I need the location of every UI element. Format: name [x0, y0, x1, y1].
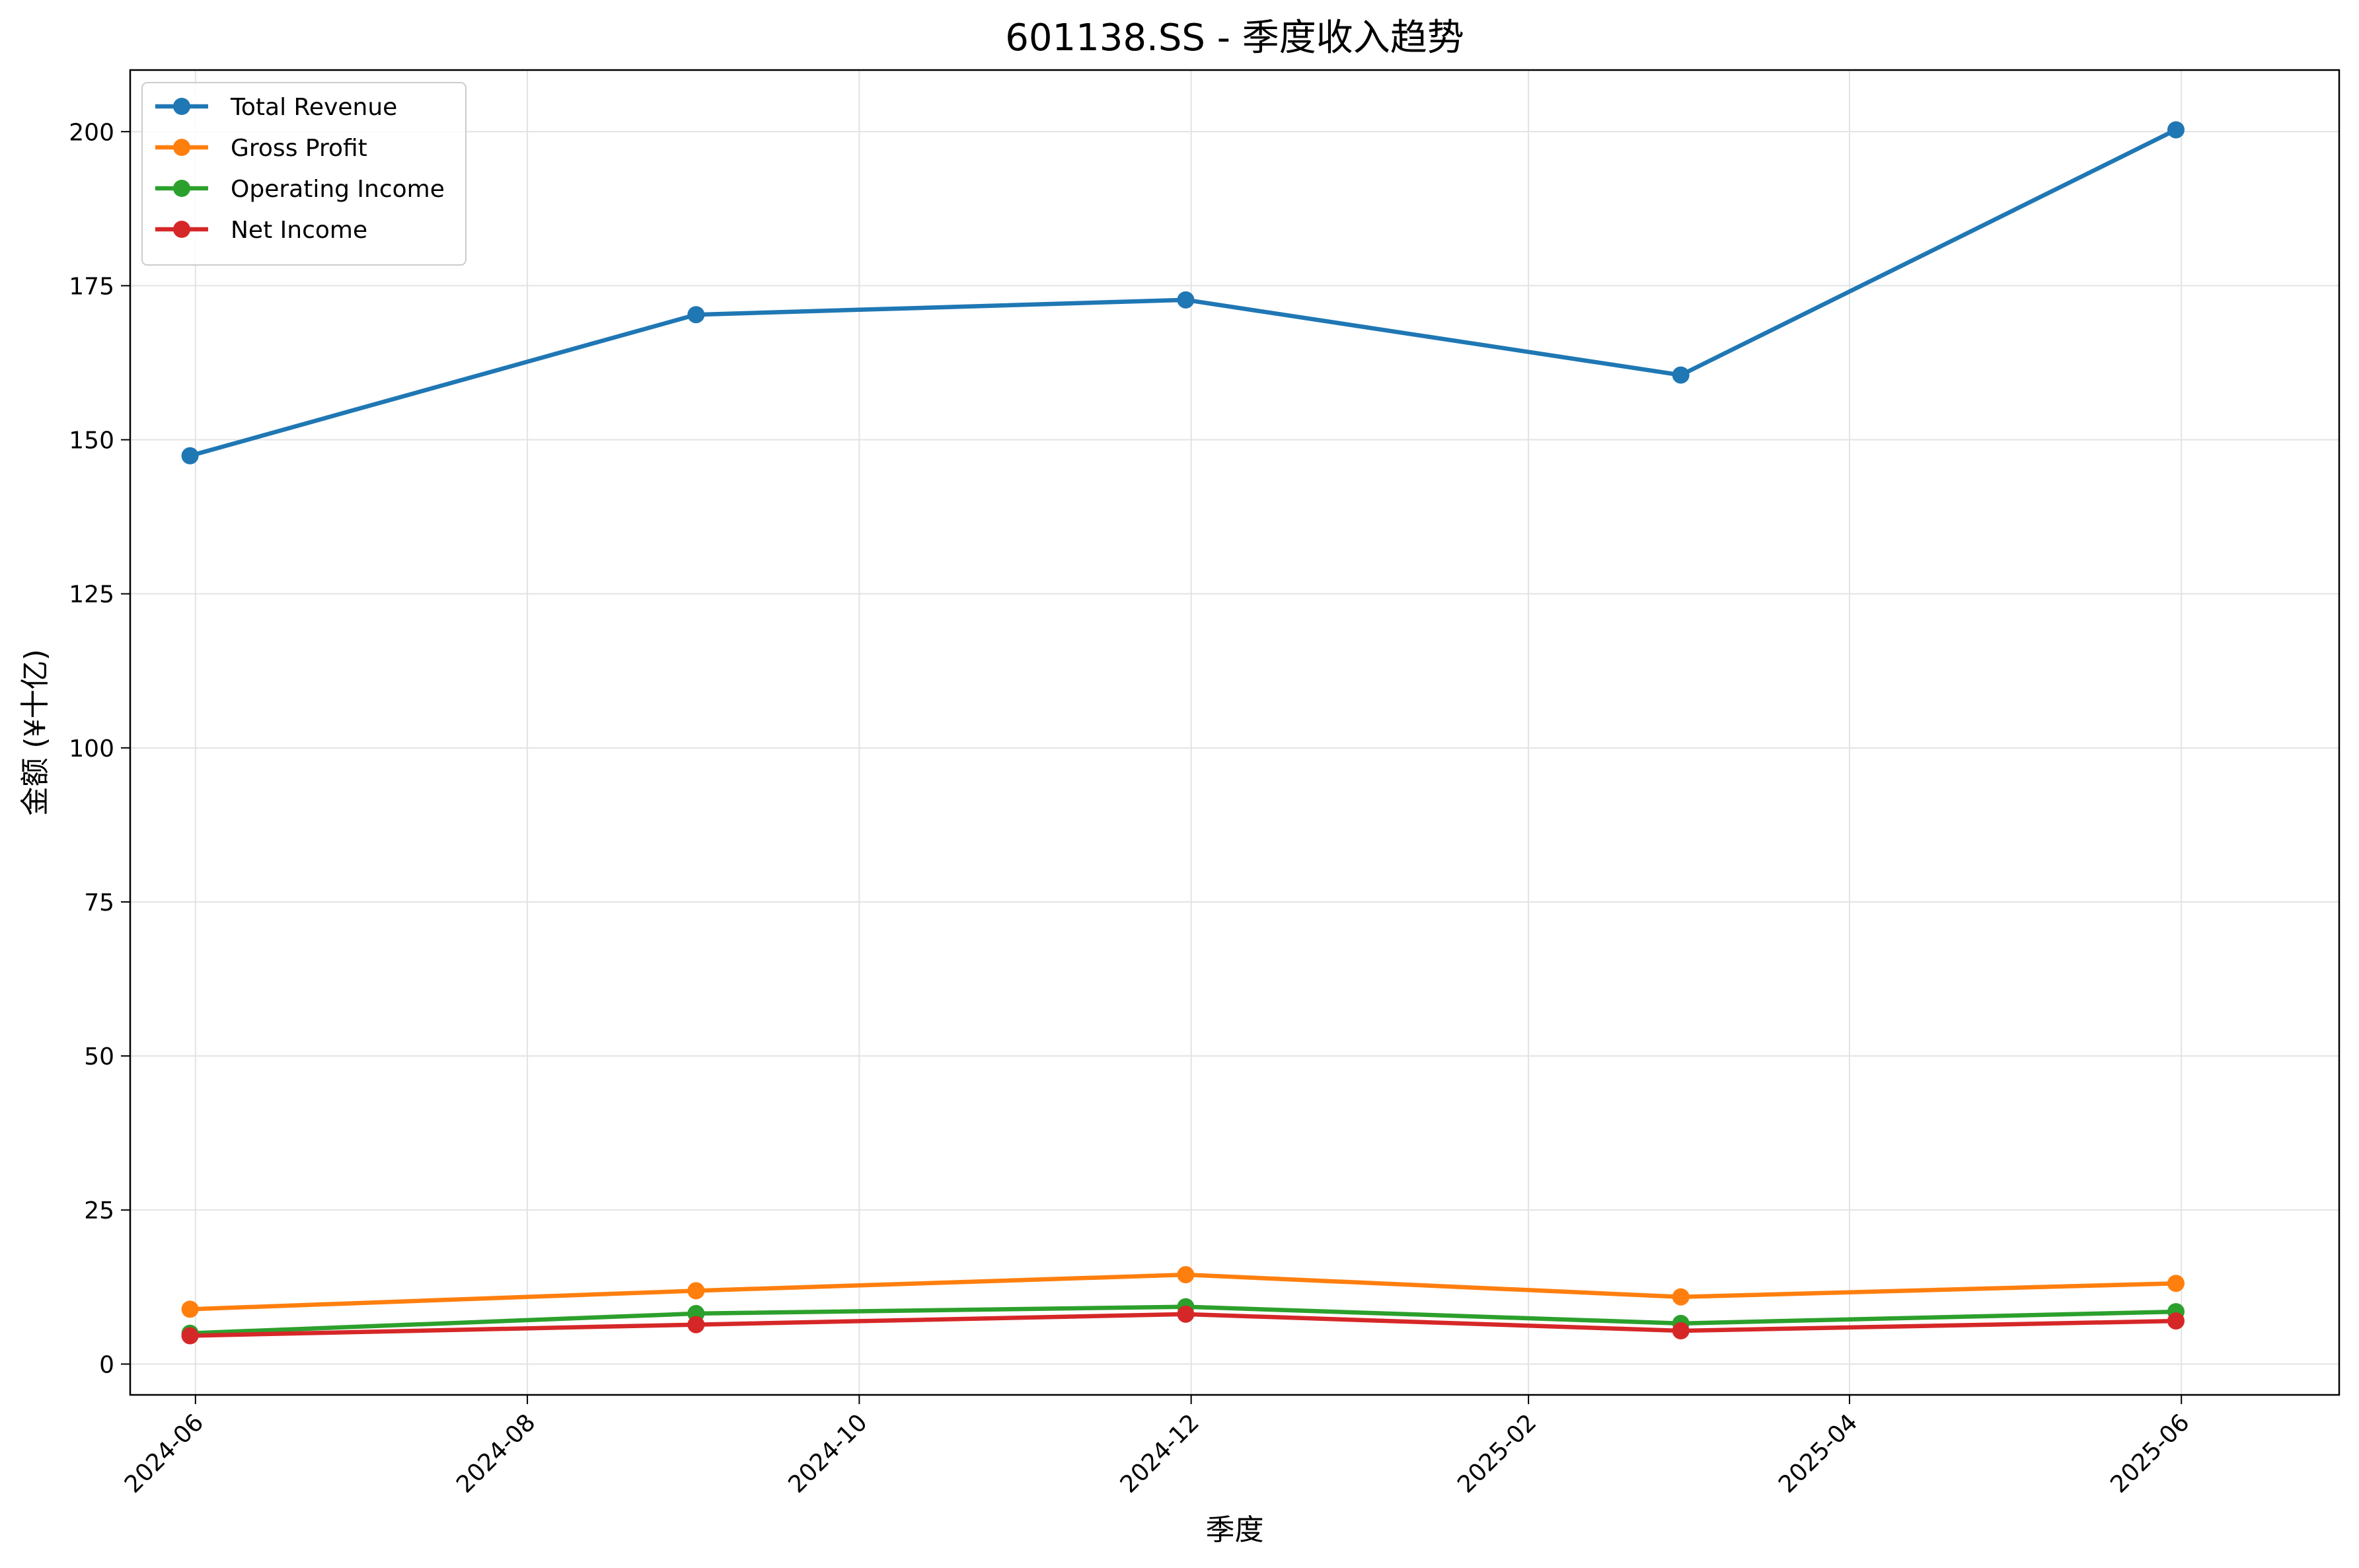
y-tick-label: 150: [69, 428, 114, 455]
x-tick-label: 2025-04: [1774, 1409, 1863, 1498]
series-lines: [181, 121, 2185, 1345]
legend-label: Gross Profit: [231, 135, 367, 162]
data-point: [2167, 1312, 2185, 1330]
y-tick-label: 0: [99, 1351, 114, 1378]
legend-marker: [173, 221, 190, 238]
legend-marker: [173, 139, 190, 156]
data-point: [1177, 1305, 1195, 1323]
legend: Total Revenue Gross Profit Operating Incom…: [141, 82, 467, 266]
y-tick-label: 75: [84, 889, 114, 916]
x-tick-label: 2025-02: [1452, 1409, 1542, 1498]
x-tick-label: 2025-06: [2105, 1409, 2194, 1498]
y-tick-label: 50: [84, 1043, 114, 1070]
chart-title: 601138.SS - 季度收入趋势: [1005, 17, 1464, 59]
x-tick-label: 2024-12: [1115, 1409, 1205, 1498]
y-tick-label: 25: [84, 1197, 114, 1224]
data-point: [1672, 1288, 1690, 1306]
legend-marker: [173, 180, 190, 197]
y-tick-label: 200: [69, 119, 114, 146]
x-tick-label: 2024-08: [451, 1409, 541, 1498]
data-point: [687, 1282, 705, 1300]
data-point: [1177, 1266, 1195, 1284]
y-tick-label: 175: [69, 273, 114, 300]
x-axis-label: 季度: [1206, 1513, 1264, 1547]
legend-label: Operating Income: [231, 176, 445, 203]
y-tick-label: 125: [69, 581, 114, 609]
x-tick-label: 2024-06: [120, 1409, 209, 1498]
grid: [130, 70, 2339, 1395]
y-axis-label: 金额 (¥十亿): [19, 649, 52, 815]
legend-label: Total Revenue: [230, 94, 397, 121]
data-point: [181, 1300, 199, 1318]
legend-box: [141, 82, 467, 266]
data-point: [687, 1316, 705, 1333]
data-point: [2167, 121, 2185, 139]
data-point: [1177, 291, 1195, 309]
data-point: [687, 306, 705, 324]
data-point: [2167, 1275, 2185, 1292]
data-point: [181, 447, 199, 465]
data-point: [181, 1327, 199, 1345]
data-point: [1672, 366, 1690, 384]
x-axis-ticks: 2024-06 2024-08 2024-10 2024-12 2025-02 2025-…: [120, 1395, 2195, 1499]
legend-label: Net Income: [231, 217, 367, 244]
y-tick-label: 100: [69, 735, 114, 763]
legend-marker: [173, 98, 190, 115]
plot-area-frame: [129, 69, 2340, 1396]
y-axis-ticks: 0 25 50 75 100 125 150 175 200: [69, 119, 130, 1378]
data-point: [1672, 1322, 1690, 1340]
x-tick-label: 2024-10: [783, 1409, 872, 1498]
